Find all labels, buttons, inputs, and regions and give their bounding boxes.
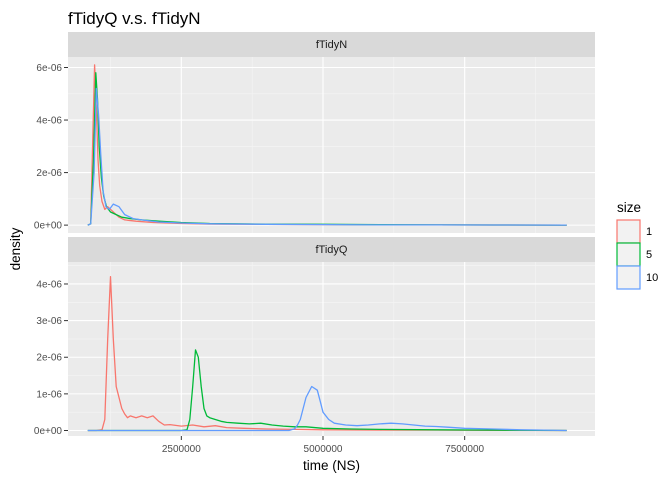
- legend-label-1: 1: [646, 226, 652, 238]
- y-tick-label: 6e-06: [36, 63, 62, 74]
- legend-key-1: [616, 219, 641, 244]
- legend-label-10: 10: [646, 272, 658, 284]
- y-tick-label: 4e-06: [36, 279, 62, 290]
- x-tick-label: 2500000: [162, 444, 201, 455]
- y-tick-label: 2e-06: [36, 353, 62, 364]
- series-line-10: [87, 87, 567, 226]
- legend-key-5: [616, 242, 641, 267]
- series-line-10: [87, 385, 567, 432]
- y-axis-ticks: 0e+00 1e-06 2e-06 3e-06 4e-06: [34, 279, 68, 437]
- series-line-5: [87, 349, 567, 432]
- legend: size 1 5 10: [616, 200, 658, 290]
- panel-series: [87, 276, 567, 432]
- y-axis-title: density: [8, 227, 23, 270]
- panel-grid: [68, 57, 595, 233]
- y-tick-label: 2e-06: [36, 168, 62, 179]
- x-tick-label: 7500000: [445, 444, 484, 455]
- panel-background: [68, 57, 595, 233]
- y-tick-label: 1e-06: [36, 389, 62, 400]
- x-axis-ticks: 2500000 5000000 7500000: [162, 436, 485, 455]
- panel-background: [68, 262, 595, 436]
- x-axis-title: time (NS): [303, 458, 360, 473]
- y-tick-label: 0e+00: [34, 426, 63, 437]
- panel-ftidyn: fTidyN 0e+00 2e-06 4e-06 6e-06: [34, 32, 595, 233]
- panel-ftidyq: fTidyQ 0e+00 1e-06 2e-06 3e-06 4e-06: [34, 237, 595, 437]
- legend-title: size: [617, 200, 641, 215]
- y-tick-label: 4e-06: [36, 116, 62, 127]
- panel-grid: [68, 262, 595, 436]
- y-tick-label: 0e+00: [34, 221, 63, 232]
- y-tick-label: 3e-06: [36, 316, 62, 327]
- chart-title: fTidyQ v.s. fTidyN: [68, 9, 201, 28]
- legend-label-5: 5: [646, 249, 652, 261]
- strip-background: [68, 237, 595, 262]
- y-axis-ticks: 0e+00 2e-06 4e-06 6e-06: [34, 63, 68, 232]
- strip-label-ftidyq: fTidyQ: [316, 244, 348, 256]
- panel-series: [87, 64, 567, 226]
- x-tick-label: 5000000: [304, 444, 343, 455]
- strip-background: [68, 32, 595, 57]
- series-line-1: [87, 276, 567, 432]
- strip-label-ftidyn: fTidyN: [316, 39, 347, 51]
- legend-key-10: [616, 265, 641, 290]
